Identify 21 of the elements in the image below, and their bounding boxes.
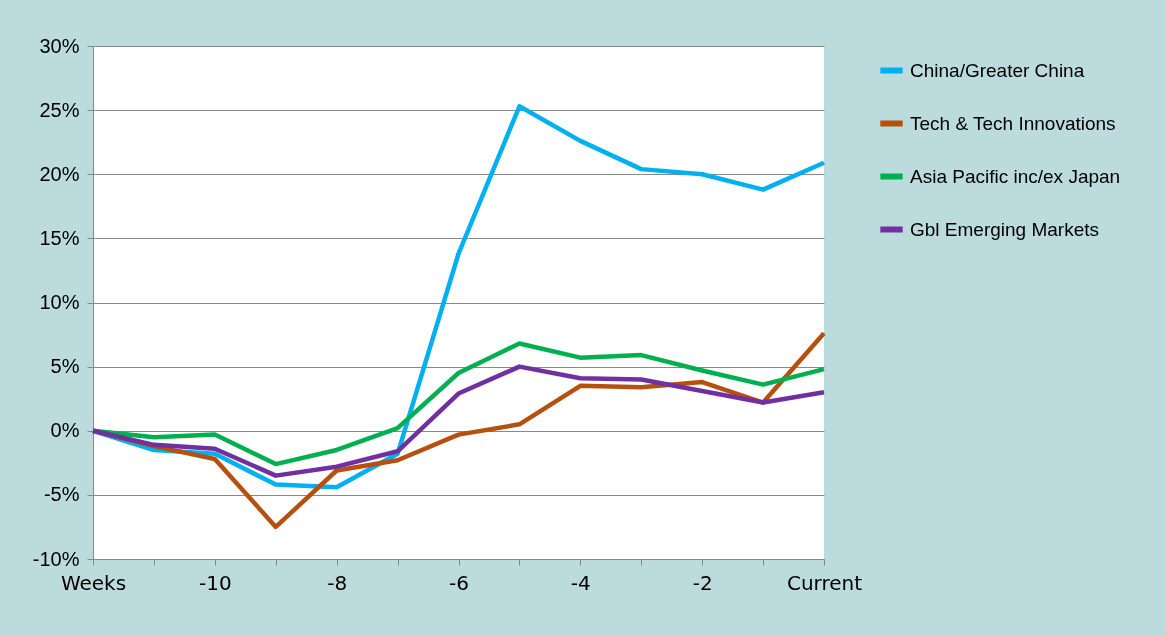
legend-label: China/Greater China bbox=[910, 59, 1085, 81]
y-tick-label: 20% bbox=[39, 162, 80, 185]
y-tick-label: 0% bbox=[50, 419, 80, 442]
y-tick-label: 15% bbox=[39, 226, 80, 249]
x-tick-label: -10 bbox=[199, 570, 232, 595]
line-series bbox=[90, 364, 827, 478]
x-tick-label: -4 bbox=[570, 570, 591, 595]
y-tick-label: 10% bbox=[39, 291, 80, 313]
y-tick-label: -5% bbox=[43, 483, 80, 506]
x-tick-label: -2 bbox=[692, 570, 713, 595]
x-tick-label: -6 bbox=[449, 570, 469, 595]
x-tick-label: -8 bbox=[327, 570, 348, 595]
y-tick-label: 5% bbox=[50, 355, 80, 378]
legend-label: Asia Pacific inc/ex Japan bbox=[910, 165, 1121, 187]
legend-label: Gbl Emerging Markets bbox=[910, 218, 1100, 240]
x-tick-label: Current bbox=[786, 570, 863, 595]
y-tick-label: 30% bbox=[39, 34, 80, 57]
legend-label: Tech & Tech Innovations bbox=[910, 112, 1116, 134]
y-tick-label: -10% bbox=[32, 547, 80, 570]
y-tick-label: 25% bbox=[39, 98, 80, 121]
x-tick-label: Weeks bbox=[60, 570, 127, 595]
